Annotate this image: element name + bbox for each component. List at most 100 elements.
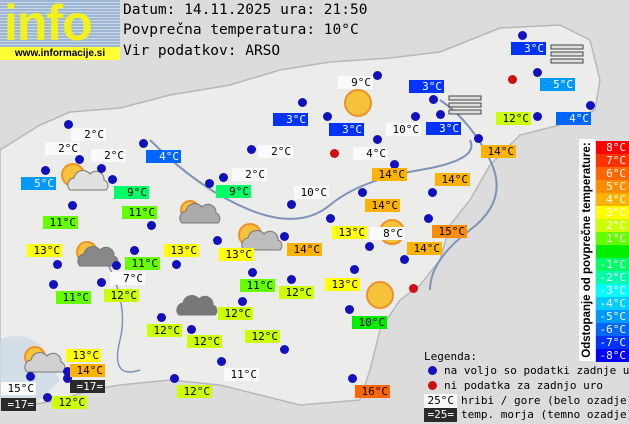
station-dot[interactable] bbox=[427, 187, 437, 197]
station-dot[interactable] bbox=[138, 138, 148, 148]
scale-row: 7°C bbox=[596, 154, 629, 167]
station-dot[interactable] bbox=[473, 133, 483, 143]
legend-blue-dot: na voljo so podatki zadnje ure bbox=[424, 364, 629, 378]
legend-sea: =25= temp. morja (temno ozadje) bbox=[424, 408, 629, 422]
station-dot-missing[interactable] bbox=[408, 283, 418, 293]
scale-row: 8°C bbox=[596, 141, 629, 154]
station-temperature-label: 12°C bbox=[104, 289, 139, 302]
station-temperature-label: 14°C bbox=[70, 364, 105, 377]
station-dot[interactable] bbox=[532, 111, 542, 121]
station-dot[interactable] bbox=[52, 259, 62, 269]
mountain-temperature-label: 7°C bbox=[110, 272, 145, 285]
station-dot[interactable] bbox=[423, 213, 433, 223]
station-dot[interactable] bbox=[111, 260, 121, 270]
station-dot[interactable] bbox=[216, 356, 226, 366]
red-dot-icon bbox=[428, 381, 437, 390]
legend-blue-text: na voljo so podatki zadnje ure bbox=[444, 364, 629, 377]
station-dot[interactable] bbox=[372, 70, 382, 80]
station-dot[interactable] bbox=[372, 134, 382, 144]
fog-icon bbox=[448, 95, 482, 101]
station-dot[interactable] bbox=[286, 274, 296, 284]
station-dot[interactable] bbox=[42, 392, 52, 402]
station-temperature-label: 13°C bbox=[332, 226, 367, 239]
station-dot[interactable] bbox=[48, 279, 58, 289]
fog-icon bbox=[550, 58, 584, 64]
cloud-icon bbox=[24, 352, 66, 373]
station-dot[interactable] bbox=[186, 324, 196, 334]
station-dot[interactable] bbox=[74, 154, 84, 164]
station-temperature-label: 3°C bbox=[329, 123, 364, 136]
station-temperature-label: 5°C bbox=[540, 78, 575, 91]
sun-icon bbox=[344, 89, 372, 117]
station-dot[interactable] bbox=[297, 97, 307, 107]
station-dot[interactable] bbox=[279, 231, 289, 241]
date-line: Datum: 14.11.2025 ura: 21:50 bbox=[123, 2, 368, 18]
cloud-icon bbox=[176, 295, 218, 316]
station-dot[interactable] bbox=[40, 165, 50, 175]
station-dot[interactable] bbox=[63, 119, 73, 129]
station-temperature-label: 11°C bbox=[56, 291, 91, 304]
station-dot[interactable] bbox=[96, 163, 106, 173]
station-dot[interactable] bbox=[286, 199, 296, 209]
mountain-temperature-label: 4°C bbox=[353, 147, 388, 160]
station-dot[interactable] bbox=[435, 109, 445, 119]
station-dot-missing[interactable] bbox=[507, 74, 517, 84]
scale-row: -3°C bbox=[596, 284, 629, 297]
station-dot[interactable] bbox=[428, 94, 438, 104]
station-dot[interactable] bbox=[237, 296, 247, 306]
scale-row: -5°C bbox=[596, 310, 629, 323]
station-dot[interactable] bbox=[517, 30, 527, 40]
station-temperature-label: 12°C bbox=[218, 307, 253, 320]
station-dot[interactable] bbox=[171, 259, 181, 269]
legend-mountain: 25°C hribi / gore (belo ozadje) bbox=[424, 394, 629, 408]
station-dot[interactable] bbox=[322, 111, 332, 121]
deviation-scale: 8°C 7°C 6°C 5°C 4°C 3°C 2°C 1°C -1°C -2°C -3°C -4°C… bbox=[596, 141, 629, 362]
station-dot[interactable] bbox=[349, 264, 359, 274]
fog-icon bbox=[550, 44, 584, 50]
station-dot[interactable] bbox=[67, 200, 77, 210]
station-dot[interactable] bbox=[62, 366, 72, 376]
station-dot[interactable] bbox=[212, 235, 222, 245]
station-dot[interactable] bbox=[156, 312, 166, 322]
mountain-temperature-label: 10°C bbox=[386, 123, 421, 136]
mountain-temperature-label: 11°C bbox=[224, 368, 259, 381]
scale-row: -2°C bbox=[596, 271, 629, 284]
scale-row: 5°C bbox=[596, 180, 629, 193]
mountain-temperature-label: 2°C bbox=[232, 168, 267, 181]
station-dot[interactable] bbox=[96, 277, 106, 287]
station-dot[interactable] bbox=[585, 100, 595, 110]
station-dot[interactable] bbox=[62, 373, 72, 383]
station-temperature-label: 14°C bbox=[481, 145, 516, 158]
station-dot[interactable] bbox=[364, 241, 374, 251]
station-dot[interactable] bbox=[169, 373, 179, 383]
station-dot[interactable] bbox=[146, 220, 156, 230]
station-dot[interactable] bbox=[247, 267, 257, 277]
station-dot[interactable] bbox=[107, 174, 117, 184]
station-dot[interactable] bbox=[25, 371, 35, 381]
station-dot[interactable] bbox=[246, 144, 256, 154]
logo-url[interactable]: www.informacije.si bbox=[0, 47, 120, 60]
station-temperature-label: 14°C bbox=[407, 242, 442, 255]
station-dot[interactable] bbox=[389, 159, 399, 169]
station-dot[interactable] bbox=[357, 187, 367, 197]
station-dot[interactable] bbox=[347, 373, 357, 383]
station-dot[interactable] bbox=[399, 254, 409, 264]
legend-red-dot: ni podatka za zadnjo uro bbox=[424, 379, 603, 393]
legend-mountain-text: hribi / gore (belo ozadje) bbox=[461, 394, 629, 407]
station-dot[interactable] bbox=[410, 111, 420, 121]
station-dot[interactable] bbox=[129, 245, 139, 255]
station-temperature-label: 15°C bbox=[432, 225, 467, 238]
source-line: Vir podatkov: ARSO bbox=[123, 43, 281, 59]
station-dot[interactable] bbox=[218, 172, 228, 182]
station-temperature-label: 3°C bbox=[511, 42, 546, 55]
station-dot[interactable] bbox=[204, 178, 214, 188]
station-dot[interactable] bbox=[279, 344, 289, 354]
station-dot[interactable] bbox=[325, 213, 335, 223]
scale-title: Odstopanje od povprečne temperature: bbox=[579, 139, 595, 361]
station-dot-missing[interactable] bbox=[329, 148, 339, 158]
station-temperature-label: 12°C bbox=[187, 335, 222, 348]
station-dot[interactable] bbox=[344, 304, 354, 314]
station-dot[interactable] bbox=[532, 67, 542, 77]
logo[interactable]: info www.informacije.si bbox=[0, 0, 120, 60]
station-temperature-label: 9°C bbox=[216, 185, 251, 198]
